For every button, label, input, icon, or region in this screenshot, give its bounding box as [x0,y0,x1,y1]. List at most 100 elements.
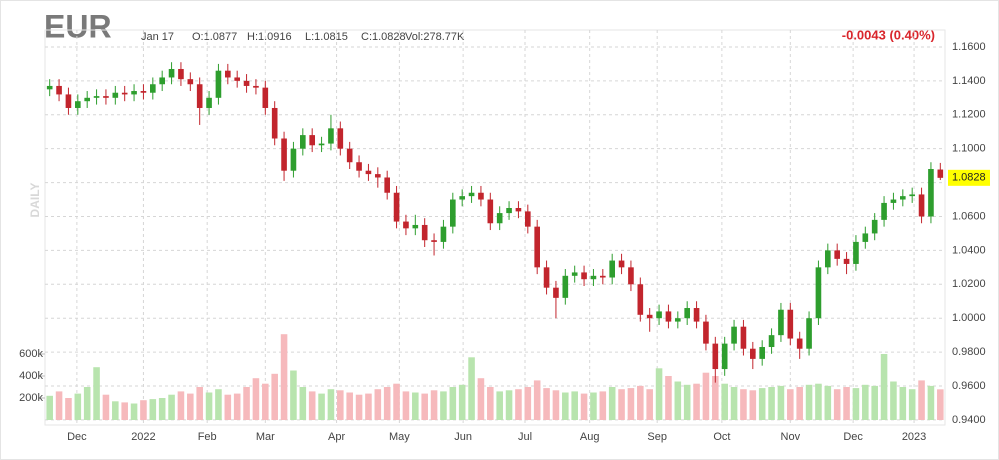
y-tick-label: 1.1400 [952,75,986,87]
volume-bar [243,387,250,420]
change: -0.0043 (0.40%) [842,27,935,42]
candle-body [271,107,278,139]
candle-body [543,267,550,288]
volume-bar [299,387,307,420]
volume-bar [937,389,944,420]
candle-body [309,135,315,146]
volume-bar [487,387,494,420]
volume-bar [927,385,935,420]
volume-bar [665,376,672,420]
volume-bar [571,391,578,420]
x-tick-label: Feb [198,431,217,443]
candle-body [703,321,709,344]
candle-body [637,284,644,315]
candle-body [403,221,409,229]
candle-body [759,347,765,359]
candle-body [178,68,184,80]
x-tick-label: Sep [647,431,667,443]
candle-body [440,226,447,242]
volume-bar [862,384,869,420]
candle-body [871,219,878,234]
candle-body [328,128,334,144]
x-tick-label: Dec [67,431,87,443]
candle-body [618,260,625,268]
volume-bar [740,389,747,420]
candle-body [450,199,456,227]
candle-body [46,85,53,90]
volume-tick-label: 600k [19,348,43,360]
volume-bar [552,390,560,420]
candle-body [740,326,747,349]
volume-bar [74,393,82,420]
candle-body [150,84,156,93]
candle-body [84,97,90,102]
volume-bar [187,393,194,420]
volume-bar [355,394,363,420]
candle-body [496,213,503,224]
volume-bar [168,394,175,420]
y-tick-label: 1.0000 [952,312,986,324]
candle-body [300,135,306,149]
volume-bar [712,376,719,420]
volume-bar [505,390,513,420]
candle-body [721,343,728,370]
candle-body [478,192,484,200]
volume-bar [112,401,119,420]
volume-bar [449,387,457,420]
y-tick-label: 0.9400 [952,414,986,426]
volume-bar [215,389,222,420]
candle-body [121,92,128,95]
candle-body [468,192,475,197]
candle-body [600,275,606,278]
open-label: O:1.0877 [192,31,237,43]
candle-body [712,343,719,370]
candle-body [215,70,222,98]
volume-bar [608,387,616,420]
y-tick-label: 1.0400 [952,244,986,256]
volume-bar [524,387,532,420]
close-label: C:1.0828 [361,31,406,43]
plot-area [44,29,946,426]
volume-bar [918,380,925,420]
candle-body [665,311,672,322]
volume-bar [177,391,185,420]
candle-body [75,101,81,108]
x-tick-label: Dec [843,431,863,443]
x-tick-label: 2023 [902,431,926,443]
period: DAILY [28,183,42,218]
volume-bar [871,385,878,420]
candle-body [206,97,212,108]
candle-body [853,241,859,264]
volume-bar [149,399,157,420]
candle-body [750,348,756,359]
volume-bar [496,391,503,420]
volume-bar [580,393,588,420]
volume-bar [674,381,682,420]
volume-bar [730,387,738,420]
candle-body [337,128,344,149]
candle-body [56,85,62,95]
volume-bar [318,393,325,420]
volume-bar [815,383,822,420]
volume-bar [543,388,550,420]
volume-bar [655,368,663,420]
volume-bar [890,381,897,420]
volume-bar [421,393,428,420]
volume-bar [646,389,653,420]
candle-body [646,314,653,319]
volume-bar [693,383,700,420]
candle-body [796,338,803,349]
volume-bar [618,389,625,420]
volume-bar [683,384,691,420]
candle-body [506,208,512,214]
candle-body [196,84,203,108]
candle-body [731,326,737,344]
volume-bar [233,393,241,420]
x-tick-label: Apr [328,431,345,443]
volume-bar [477,378,485,420]
volume-bar [262,383,269,420]
volume-bar [46,395,53,420]
candle-body [590,275,597,280]
candle-body [225,70,231,78]
